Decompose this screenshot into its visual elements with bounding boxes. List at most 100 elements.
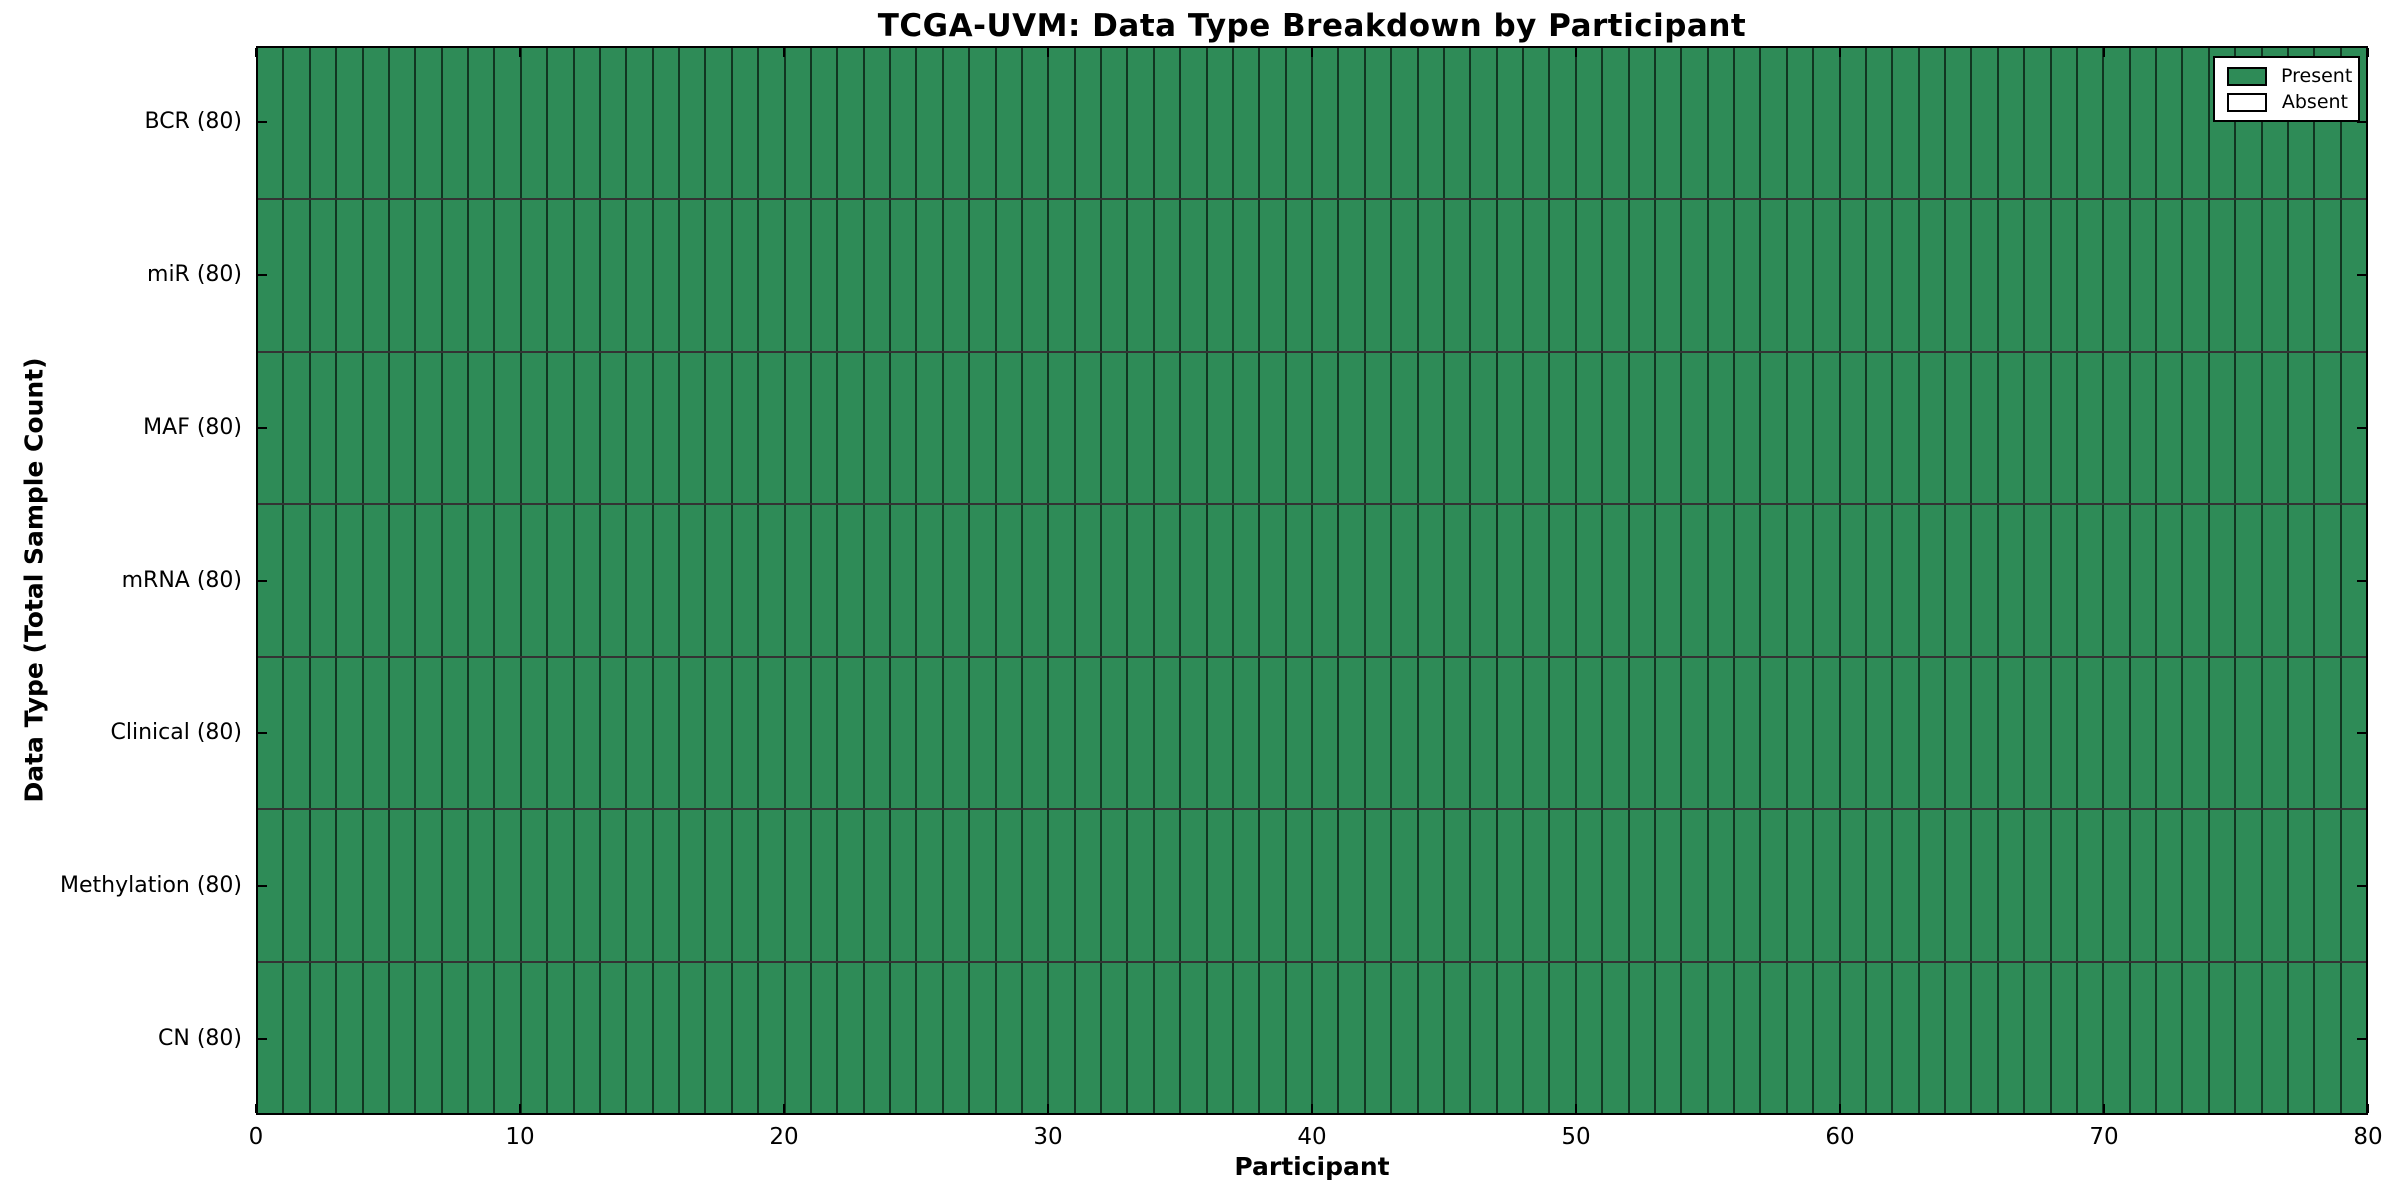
y-tick-mark [258, 426, 267, 429]
heatmap-cell [521, 200, 549, 351]
heatmap-cell [284, 200, 311, 351]
x-tick-mark [2367, 1104, 2369, 1113]
heatmap-cell [891, 657, 918, 809]
heatmap-cell [1524, 352, 1551, 504]
heatmap-cell [680, 352, 707, 504]
heatmap-cell [416, 505, 443, 656]
heatmap-cell [389, 810, 417, 961]
heatmap-cell [600, 657, 628, 809]
heatmap-cell [363, 200, 390, 351]
heatmap-cell [1682, 505, 1709, 656]
heatmap-cell [2130, 352, 2157, 504]
heatmap-cell [2183, 810, 2210, 961]
heatmap-cell [1154, 505, 1182, 656]
heatmap-cell [1893, 200, 1920, 351]
heatmap-cell [1866, 200, 1894, 351]
heatmap-cell [1392, 200, 1419, 351]
heatmap-cell [1972, 352, 1999, 504]
heatmap-cell [1339, 200, 1366, 351]
heatmap-cell [1049, 810, 1076, 961]
heatmap-cell [310, 200, 338, 351]
heatmap-cell [495, 657, 522, 809]
heatmap-cell [521, 962, 549, 1113]
heatmap-row-mRNA [258, 505, 2366, 658]
heatmap-cell [574, 352, 601, 504]
heatmap-cell [1814, 810, 1841, 961]
heatmap-cell [970, 505, 997, 656]
heatmap-cell [891, 505, 918, 656]
heatmap-cell [627, 962, 654, 1113]
heatmap-cell [600, 352, 628, 504]
heatmap-cell [363, 48, 390, 199]
x-tick-mark [1047, 1104, 1049, 1113]
heatmap-cell [284, 962, 311, 1113]
heatmap-cell [1418, 962, 1445, 1113]
heatmap-cell [2130, 505, 2157, 656]
heatmap-cell [1998, 352, 2026, 504]
heatmap-cell [1998, 810, 2026, 961]
heatmap-cell [917, 810, 944, 961]
heatmap-cell [759, 962, 786, 1113]
heatmap-cell [785, 200, 812, 351]
heatmap-cell [2157, 962, 2184, 1113]
heatmap-cell [2077, 810, 2105, 961]
heatmap-cell [2262, 962, 2289, 1113]
heatmap-cell [469, 657, 496, 809]
heatmap-cell [1233, 810, 1261, 961]
y-tick-mark [258, 732, 267, 735]
heatmap-cell [1972, 810, 1999, 961]
heatmap-row-CN [258, 962, 2366, 1113]
heatmap-cell [389, 657, 417, 809]
legend: Present Absent [2213, 56, 2360, 122]
heatmap-cell [337, 200, 364, 351]
heatmap-cell [1629, 48, 1656, 199]
heatmap-cell [1655, 657, 1683, 809]
heatmap-cell [1286, 962, 1313, 1113]
heatmap-cell [1972, 48, 1999, 199]
heatmap-cell [1629, 810, 1656, 961]
heatmap-cell [2077, 505, 2105, 656]
heatmap-cell [2315, 352, 2342, 504]
heatmap-cell [1365, 810, 1393, 961]
y-tick-label: MAF (80) [143, 414, 242, 440]
heatmap-cell [416, 810, 443, 961]
heatmap-cell [785, 962, 812, 1113]
heatmap-cell [1128, 810, 1155, 961]
heatmap-cell [1260, 505, 1287, 656]
heatmap-cell [1682, 962, 1709, 1113]
heatmap-cell [1708, 352, 1735, 504]
heatmap-cell [600, 505, 628, 656]
heatmap-cell [2077, 200, 2105, 351]
heatmap-cell [732, 962, 760, 1113]
heatmap-cell [2236, 962, 2263, 1113]
heatmap-cell [2104, 505, 2131, 656]
heatmap-cell [284, 505, 311, 656]
heatmap-cell [1629, 962, 1656, 1113]
heatmap-cell [469, 200, 496, 351]
heatmap-cell [838, 352, 865, 504]
heatmap-cell [469, 505, 496, 656]
heatmap-cell [1550, 962, 1577, 1113]
heatmap-cell [389, 352, 417, 504]
heatmap-cell [1418, 200, 1445, 351]
heatmap-cell [2130, 200, 2157, 351]
heatmap-cell [1603, 810, 1630, 961]
heatmap-cell [759, 48, 786, 199]
heatmap-cell [1893, 657, 1920, 809]
heatmap-cell [2051, 962, 2078, 1113]
heatmap-cell [732, 352, 760, 504]
heatmap-cell [310, 810, 338, 961]
heatmap-cell [495, 48, 522, 199]
heatmap-cell [1629, 505, 1656, 656]
heatmap-cell [2183, 505, 2210, 656]
heatmap-cell [1919, 505, 1946, 656]
heatmap-cell [943, 810, 971, 961]
y-tick-mark [2357, 426, 2366, 429]
heatmap-cell [1708, 810, 1735, 961]
heatmap-cell [627, 352, 654, 504]
heatmap-cell [1998, 657, 2026, 809]
heatmap-cell [1787, 962, 1815, 1113]
heatmap-cell [600, 810, 628, 961]
heatmap-cell [1603, 962, 1630, 1113]
heatmap-cell [2288, 352, 2316, 504]
